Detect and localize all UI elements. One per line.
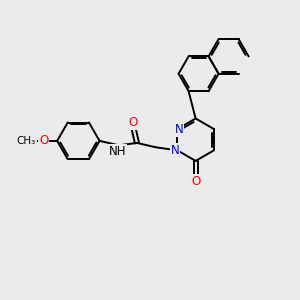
Text: CH₃: CH₃ [16,136,36,146]
Text: NH: NH [109,145,126,158]
Text: N: N [174,123,183,136]
Text: O: O [191,175,200,188]
Text: O: O [129,116,138,129]
Text: N: N [170,144,179,157]
Text: O: O [39,134,49,147]
